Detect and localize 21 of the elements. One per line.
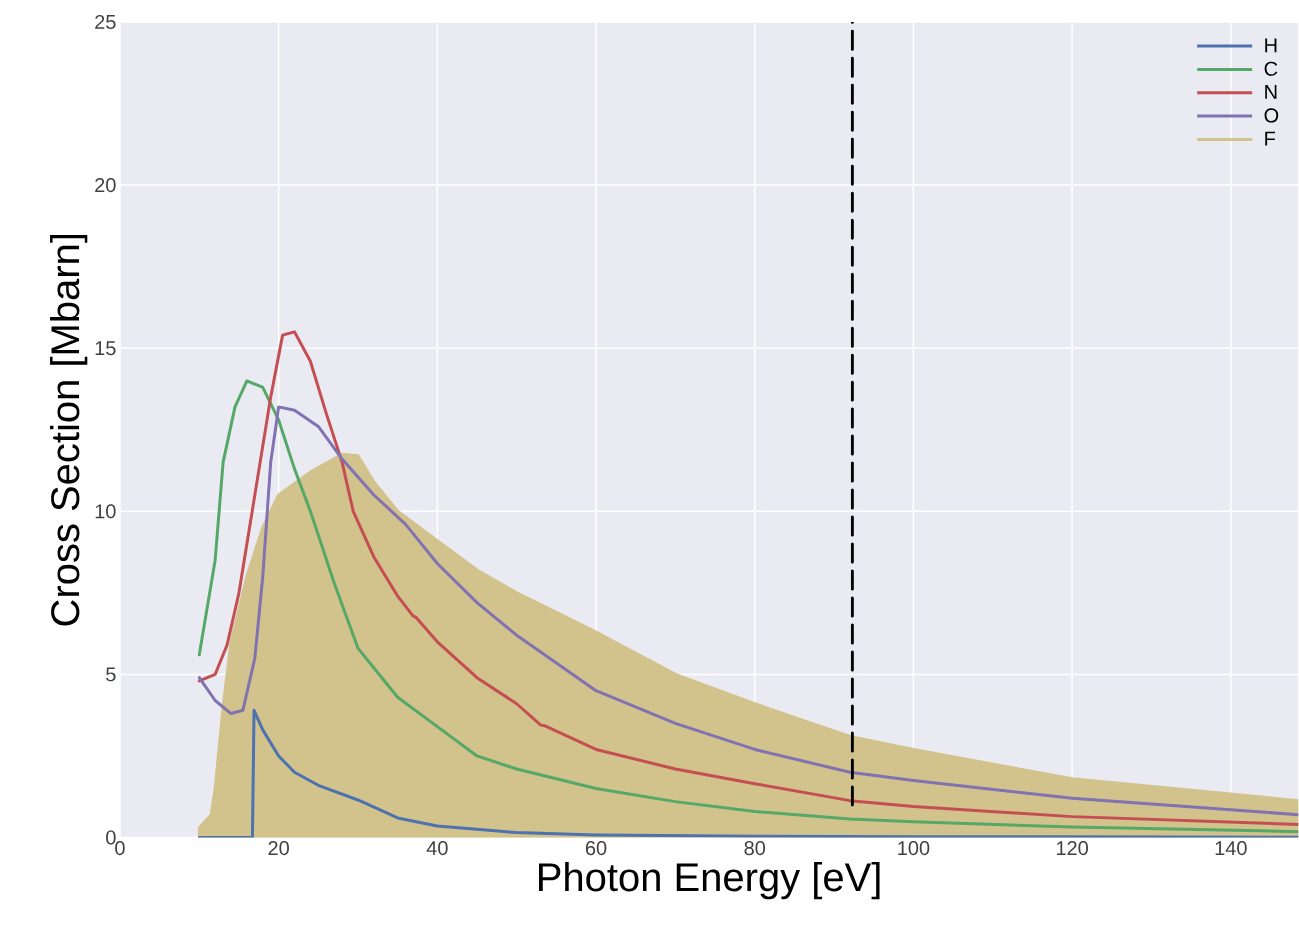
y-tick-label: 20: [95, 177, 116, 192]
y-tick-label: 0: [106, 830, 116, 845]
x-tick-label: 20: [268, 840, 289, 855]
legend-label: H: [1265, 38, 1277, 52]
x-tick-label: 60: [585, 840, 607, 855]
x-tick-label: 100: [898, 840, 930, 855]
line-series: [197, 708, 1299, 838]
x-tick-label: 80: [744, 840, 766, 855]
x-tick-label: 140: [1215, 840, 1247, 855]
y-tick-label: 25: [95, 14, 116, 29]
x-axis-title: Photon Energy [eV]: [539, 861, 880, 900]
legend-label: N: [1265, 84, 1277, 99]
legend-label: F: [1265, 131, 1276, 146]
legend-label: C: [1264, 61, 1278, 76]
legend-label: O: [1264, 108, 1279, 123]
y-axis-title: Cross Section [Mbarn]: [50, 234, 88, 626]
y-tick-label: 5: [106, 667, 116, 682]
x-tick-label: 40: [426, 840, 448, 855]
y-tick-label: 10: [95, 504, 116, 519]
y-tick-label: 15: [95, 341, 116, 355]
x-tick-label: 120: [1056, 840, 1088, 855]
